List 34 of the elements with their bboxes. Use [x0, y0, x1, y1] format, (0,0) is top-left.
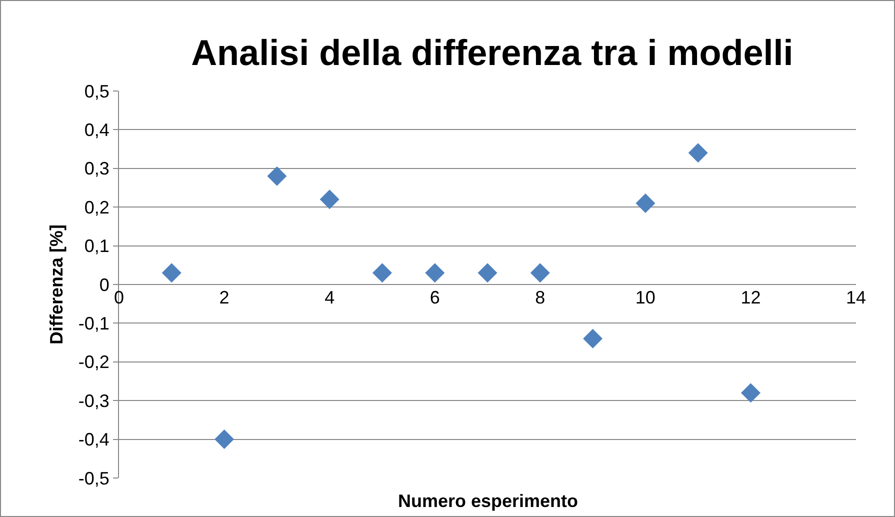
y-tick-label: -0,1: [78, 314, 110, 334]
point: [740, 383, 760, 403]
point: [636, 193, 656, 213]
x-tick-label: 8: [535, 288, 546, 308]
x-tick-label: 14: [846, 288, 866, 308]
y-tick-label: -0,3: [78, 390, 110, 411]
y-tick-label: -0,5: [78, 468, 110, 488]
x-tick-label: 2: [219, 288, 230, 308]
point: [478, 263, 498, 283]
point: [583, 328, 603, 348]
x-tick-label: 4: [324, 288, 335, 308]
y-tick-label: -0,4: [78, 430, 110, 450]
point: [162, 263, 182, 283]
chart-title: Analisi della differenza tra i modelli: [191, 32, 794, 74]
y-tick-label: 0,3: [84, 158, 110, 179]
y-tick-label: 0,5: [84, 81, 110, 102]
point: [267, 166, 287, 186]
y-tick-label: 0,2: [84, 197, 110, 218]
point: [688, 143, 708, 163]
y-tick-label: 0,4: [84, 120, 110, 140]
point: [320, 190, 340, 210]
x-tick-label: 10: [635, 288, 656, 308]
x-tick-label: 6: [430, 288, 440, 308]
point: [214, 430, 234, 450]
point: [530, 263, 550, 283]
x-tick-label: 0: [114, 288, 124, 308]
y-tick-label: -0,2: [78, 352, 110, 372]
y-tick-label: 0: [99, 274, 110, 295]
x-axis-title: Numero esperimento: [398, 491, 578, 511]
x-tick-label: 12: [740, 288, 761, 308]
y-tick-label: 0,1: [84, 236, 110, 256]
point: [372, 263, 392, 283]
point: [425, 263, 445, 283]
y-axis-title: Differenza [%]: [46, 224, 67, 345]
